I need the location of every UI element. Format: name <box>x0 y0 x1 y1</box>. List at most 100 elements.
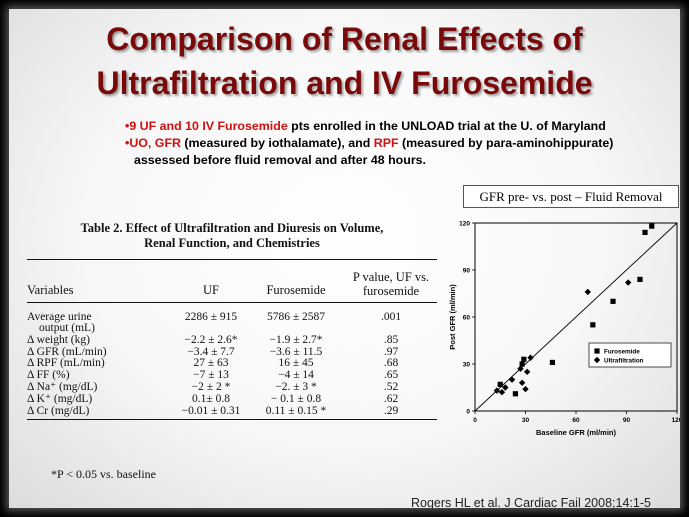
cell-furosemide: 0.11 ± 0.15 * <box>265 404 327 417</box>
y-tick-label: 120 <box>459 220 470 227</box>
furosemide-point <box>512 391 518 397</box>
bullet-list: •9 UF and 10 IV Furosemide pts enrolled … <box>125 118 680 169</box>
bullet-1: •9 UF and 10 IV Furosemide pts enrolled … <box>125 118 680 135</box>
cell-p-value: .62 <box>383 392 399 405</box>
table-row: Average urine 2286 ± 915 5786 ± 2587 .00… <box>27 306 437 323</box>
bullet-2-continuation: assessed before fluid removal and after … <box>134 153 426 167</box>
cell-variable: Δ FF (%) <box>27 369 70 382</box>
legend-box <box>588 342 672 368</box>
table-body: Average urine 2286 ± 915 5786 ± 2587 .00… <box>27 303 437 419</box>
table-row: Δ RPF (mL/min) 27 ± 63 16 ± 45 .68 <box>27 358 437 370</box>
ultrafiltration-point <box>493 387 501 394</box>
x-tick-label: 60 <box>572 417 580 424</box>
furosemide-point <box>590 322 596 328</box>
x-tick-label: 0 <box>473 417 477 424</box>
cell-variable: Δ GFR (mL/min) <box>27 345 107 358</box>
furosemide-point <box>649 223 655 229</box>
cell-p-value: .001 <box>380 311 402 323</box>
ultrafiltration-point <box>527 354 534 361</box>
cell-uf: −2 ± 2 * <box>191 380 231 393</box>
bullet-2-highlight-rpf: RPF <box>373 136 399 150</box>
ultrafiltration-point <box>523 368 531 376</box>
table-row: Δ K⁺ (mg/dL) 0.1± 0.8 − 0.1 ± 0.8 .62 <box>27 392 437 406</box>
table-row: Δ GFR (mL/min) −3.4 ± 7.7 −3.6 ± 11.5 .9… <box>27 345 437 359</box>
cell-uf: −0.01 ± 0.31 <box>181 404 241 417</box>
x-tick-label: 120 <box>672 417 680 424</box>
header-p-value: P value, UF vs. furosemide <box>345 270 437 298</box>
cell-p-value: .52 <box>383 380 399 393</box>
cell-variable: Δ K⁺ (mg/dL) <box>27 392 93 405</box>
furosemide-point <box>497 381 503 387</box>
table-row: Δ Na⁺ (mg/dL) −2 ± 2 * −2. ± 3 * .52 <box>27 380 437 394</box>
table-footnote: *P < 0.05 vs. baseline <box>51 467 156 481</box>
cell-variable: Δ weight (kg) <box>27 333 90 346</box>
cell-variable: output (mL) <box>39 322 95 334</box>
y-tick-label: 30 <box>463 361 471 368</box>
ultrafiltration-point <box>508 376 516 383</box>
bullet-1-text: pts enrolled in the UNLOAD trial at the … <box>287 119 606 133</box>
y-axis-label: Post GFR (ml/min) <box>448 284 457 350</box>
ultrafiltration-point <box>518 379 526 386</box>
legend-label-ultrafiltration: Ultrafiltration <box>604 357 644 364</box>
table-row: Δ Cr (mg/dL) −0.01 ± 0.31 0.11 ± 0.15 * … <box>27 404 437 418</box>
table-header: Variables UF Furosemide P value, UF vs. … <box>27 260 437 302</box>
chart-legend: Furosemide Ultrafiltration <box>588 342 672 368</box>
cell-furosemide: −3.6 ± 11.5 <box>269 345 323 358</box>
cell-uf: 27 ± 63 <box>193 357 229 370</box>
furosemide-point <box>521 356 527 362</box>
cell-furosemide: −4 ± 14 <box>278 369 314 382</box>
ultrafiltration-point <box>498 389 506 396</box>
header-p-value-line-1: P value, UF vs. <box>352 270 430 284</box>
table-caption: Table 2. Effect of Ultrafiltration and D… <box>27 221 437 251</box>
bullet-2-text-b: (measured by para-aminohippurate) <box>398 136 614 150</box>
header-p-value-line-2: furosemide <box>362 284 420 298</box>
furosemide-point <box>637 276 643 282</box>
table-header-rule <box>27 302 437 303</box>
cell-p-value: .29 <box>383 404 399 417</box>
x-tick-label: 30 <box>522 417 530 424</box>
furosemide-point <box>642 229 648 235</box>
furosemide-point <box>519 361 525 367</box>
cell-p-value: .65 <box>383 369 399 382</box>
table-caption-line-2: Renal Function, and Chemistries <box>144 236 320 250</box>
cell-variable: Average urine <box>27 311 92 323</box>
cell-furosemide: −2. ± 3 * <box>275 380 317 393</box>
cell-variable: Δ Cr (mg/dL) <box>27 404 90 417</box>
cell-uf: 0.1± 0.8 <box>192 392 230 405</box>
furosemide-point <box>610 298 616 304</box>
table-bottom-rule <box>27 419 437 421</box>
gfr-chart-label: GFR pre- vs. post – Fluid Removal <box>463 185 679 208</box>
citation: Rogers HL et al. J Cardiac Fail 2008;14:… <box>411 496 651 508</box>
legend-marker-furosemide <box>594 348 600 354</box>
cell-furosemide: 5786 ± 2587 <box>266 311 326 323</box>
header-variables: Variables <box>27 283 74 297</box>
cell-p-value: .85 <box>383 333 399 346</box>
x-axis-label: Baseline GFR (ml/min) <box>536 428 617 437</box>
cell-furosemide: 16 ± 45 <box>278 357 314 370</box>
table-row: Δ FF (%) −7 ± 13 −4 ± 14 .65 <box>27 369 437 382</box>
y-tick-label: 90 <box>463 267 471 274</box>
cell-p-value: .97 <box>383 345 399 358</box>
cell-uf: −2.2 ± 2.6* <box>184 333 238 346</box>
table-caption-line-1: Table 2. Effect of Ultrafiltration and D… <box>80 221 384 235</box>
x-tick-label: 90 <box>623 417 631 424</box>
results-table: Table 2. Effect of Ultrafiltration and D… <box>27 221 437 421</box>
identity-line <box>474 222 678 412</box>
cell-p-value: .68 <box>383 357 399 370</box>
bullet-2-text-a: (measured by iothalamate), and <box>180 136 374 150</box>
cell-uf: 2286 ± 915 <box>184 311 238 323</box>
ultrafiltration-point <box>584 288 591 296</box>
cell-uf: −7 ± 13 <box>193 369 229 382</box>
furosemide-point <box>549 359 556 366</box>
bullet-1-highlight: •9 UF and 10 IV Furosemide <box>125 119 288 133</box>
table-row: output (mL) <box>27 322 437 335</box>
gfr-scatter-chart: 0 30 60 90 120 0 30 60 90 120 Furosemide Ultrafilt… <box>448 220 680 437</box>
cell-uf: −3.4 ± 7.7 <box>187 345 235 358</box>
table-top-rule <box>27 259 437 260</box>
ultrafiltration-point <box>502 384 509 391</box>
ultrafiltration-point <box>522 385 529 393</box>
bullet-2: •UO, GFR (measured by iothalamate), and … <box>125 135 680 152</box>
cell-variable: Δ RPF (mL/min) <box>27 357 105 370</box>
cell-furosemide: −1.9 ± 2.7* <box>269 333 323 346</box>
slide: Comparison of Renal Effects of Ultrafilt… <box>9 9 680 508</box>
